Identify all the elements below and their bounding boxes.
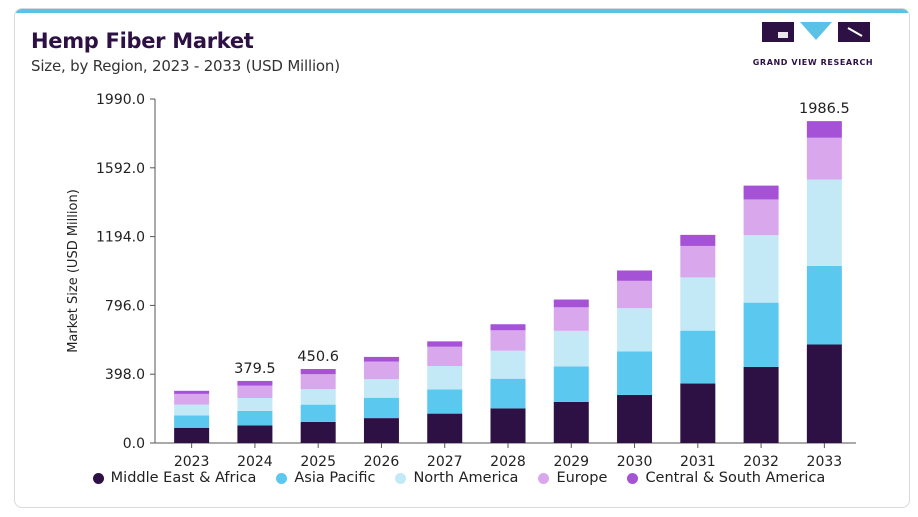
bar-segment-2031 xyxy=(680,234,716,246)
legend-swatch xyxy=(627,472,639,484)
x-tick-label: 2032 xyxy=(743,454,779,470)
bar-segment-2023 xyxy=(174,427,210,443)
data-label: 1986.5 xyxy=(799,101,850,117)
y-tick-label: 0.0 xyxy=(123,436,145,452)
logo-wordmark: GRAND VIEW RESEARCH xyxy=(752,58,874,67)
chart-subtitle: Size, by Region, 2023 - 2033 (USD Millio… xyxy=(31,57,340,75)
legend-item: Central & South America xyxy=(627,470,825,486)
legend-label: North America xyxy=(413,470,519,486)
bar-segment-2032 xyxy=(743,235,779,303)
bar-segment-2032 xyxy=(743,185,779,200)
bar-segment-2027 xyxy=(427,413,463,443)
y-tick-label: 1592.0 xyxy=(96,161,145,177)
bar-segment-2033 xyxy=(806,121,842,138)
y-tick-label: 1194.0 xyxy=(96,230,145,246)
x-tick-label: 2030 xyxy=(617,454,653,470)
x-tick-label: 2033 xyxy=(807,454,843,470)
legend-swatch xyxy=(92,472,104,484)
legend-item: Asia Pacific xyxy=(276,470,375,486)
bar-segment-2029 xyxy=(553,307,589,331)
y-tick-label: 398.0 xyxy=(105,367,145,383)
bar-segment-2024 xyxy=(237,410,273,426)
data-label: 450.6 xyxy=(297,349,339,365)
legend-label: Europe xyxy=(556,470,608,486)
bar-segment-2027 xyxy=(427,366,463,390)
legend-swatch xyxy=(538,472,550,484)
x-tick-label: 2026 xyxy=(364,454,400,470)
legend-item: Europe xyxy=(538,470,607,486)
bar-segment-2032 xyxy=(743,302,779,367)
bar-segment-2029 xyxy=(553,366,589,402)
legend-label: Asia Pacific xyxy=(294,470,376,486)
legend-item: North America xyxy=(395,470,518,486)
bar-segment-2026 xyxy=(363,379,399,398)
bar-segment-2029 xyxy=(553,330,589,367)
plot-area: 0.0 398.0 796.0 1194.0 1592.0 1990.0 Market Si… xyxy=(66,92,856,470)
bar-segment-2025 xyxy=(300,369,336,375)
bar-segment-2023 xyxy=(174,393,210,405)
chart-title: Hemp Fiber Market xyxy=(31,29,254,53)
bar-segment-2023 xyxy=(174,404,210,416)
x-tick-label: 2027 xyxy=(427,454,463,470)
bar-segment-2031 xyxy=(680,330,716,384)
bar-segment-2033 xyxy=(806,344,842,443)
bar-segment-2031 xyxy=(680,245,716,278)
legend-swatch xyxy=(395,472,407,484)
grand-view-research-logo xyxy=(762,22,870,42)
bar-segment-2025 xyxy=(300,421,336,443)
bar-segment-2030 xyxy=(617,394,653,443)
bar-segment-2030 xyxy=(617,270,653,281)
bar-segment-2026 xyxy=(363,397,399,419)
bar-segment-2028 xyxy=(490,330,526,351)
bar-segment-2033 xyxy=(806,179,842,266)
bar-segment-2028 xyxy=(490,350,526,379)
bar-segment-2026 xyxy=(363,418,399,443)
x-tick-label: 2025 xyxy=(300,454,336,470)
bar-segment-2030 xyxy=(617,351,653,395)
bar-segment-2030 xyxy=(617,280,653,309)
bar-segment-2025 xyxy=(300,389,336,405)
bar-segment-2025 xyxy=(300,374,336,390)
bar-segment-2024 xyxy=(237,425,273,443)
bar-segment-2023 xyxy=(174,415,210,428)
x-tick-label: 2024 xyxy=(237,454,273,470)
top-accent-bar xyxy=(15,9,909,13)
bar-segment-2024 xyxy=(237,398,273,411)
legend-label: Middle East & Africa xyxy=(110,470,257,486)
bar-segment-2032 xyxy=(743,366,779,443)
bar-segment-2033 xyxy=(806,137,842,180)
bar-segment-2023 xyxy=(174,390,210,394)
bar-segment-2029 xyxy=(553,401,589,443)
bar-segment-2026 xyxy=(363,356,399,362)
bar-segment-2027 xyxy=(427,389,463,414)
legend-label: Central & South America xyxy=(645,470,826,486)
bar-segment-2032 xyxy=(743,199,779,236)
x-tick-label: 2031 xyxy=(680,454,716,470)
x-tick-label: 2029 xyxy=(553,454,589,470)
legend-item: Middle East & Africa xyxy=(92,470,257,486)
bar-segment-2031 xyxy=(680,383,716,443)
x-tick-label: 2028 xyxy=(490,454,526,470)
bar-segment-2027 xyxy=(427,341,463,347)
bar-segment-2025 xyxy=(300,404,336,422)
legend-swatch xyxy=(276,472,288,484)
bar-segment-2031 xyxy=(680,277,716,331)
chart-legend: Middle East & Africa Asia Pacific North Am… xyxy=(0,470,918,486)
x-tick-label: 2023 xyxy=(174,454,210,470)
bar-segment-2029 xyxy=(553,299,589,308)
y-tick-label: 796.0 xyxy=(105,298,145,314)
y-tick-label: 1990.0 xyxy=(96,92,145,108)
bar-segment-2028 xyxy=(490,378,526,409)
bar-segment-2033 xyxy=(806,265,842,345)
bar-segment-2026 xyxy=(363,361,399,380)
bar-segment-2027 xyxy=(427,346,463,367)
stacked-bar-chart: 0.0 398.0 796.0 1194.0 1592.0 1990.0 Market Si… xyxy=(66,92,856,470)
bar-segment-2024 xyxy=(237,380,273,386)
bar-segment-2030 xyxy=(617,308,653,352)
data-label: 379.5 xyxy=(234,361,276,377)
y-axis-title: Market Size (USD Million) xyxy=(66,189,81,353)
bar-segment-2028 xyxy=(490,408,526,443)
bar-segment-2028 xyxy=(490,324,526,331)
bar-segment-2024 xyxy=(237,385,273,399)
